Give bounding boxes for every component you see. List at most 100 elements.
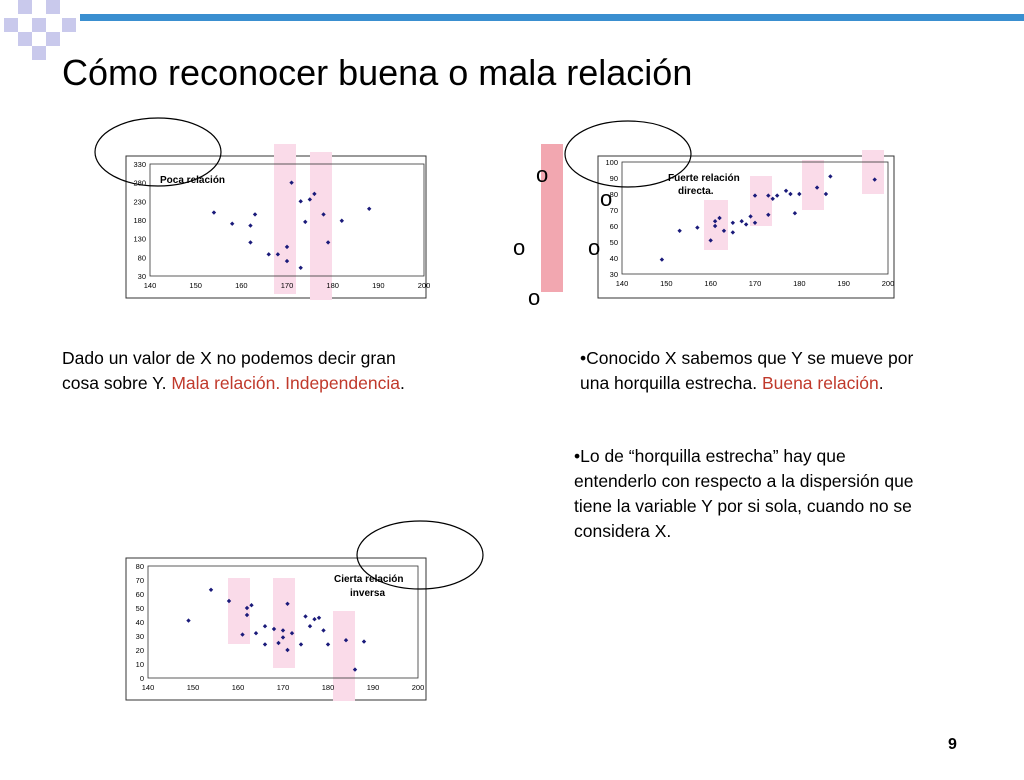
x-tick-label: 200 bbox=[418, 281, 431, 290]
data-point bbox=[316, 615, 322, 620]
data-point bbox=[721, 228, 727, 233]
y-tick-label: 50 bbox=[610, 238, 618, 247]
data-point bbox=[275, 252, 281, 257]
x-tick-label: 150 bbox=[660, 279, 673, 288]
y-tick-label: 10 bbox=[136, 660, 144, 669]
data-point bbox=[285, 601, 290, 606]
data-point bbox=[752, 220, 758, 225]
y-tick-label: 80 bbox=[138, 253, 146, 262]
note-line4: considera X. bbox=[574, 521, 672, 541]
corner-square-6 bbox=[62, 18, 76, 32]
page-number: 9 bbox=[948, 736, 957, 753]
right-text-line2: una horquilla estrecha. bbox=[580, 373, 758, 393]
data-point bbox=[266, 252, 271, 257]
highlight-band bbox=[273, 578, 295, 668]
data-point bbox=[823, 191, 829, 197]
y-tick-label: 80 bbox=[136, 562, 144, 571]
y-tick-label: 60 bbox=[610, 222, 618, 231]
data-point bbox=[814, 185, 820, 190]
highlight-ellipse bbox=[356, 520, 484, 590]
o-marker: o bbox=[600, 186, 613, 211]
left-explanation: Dado un valor de X no podemos decir gran… bbox=[62, 346, 462, 396]
x-tick-label: 190 bbox=[367, 683, 380, 692]
data-point bbox=[298, 199, 303, 204]
data-point bbox=[284, 244, 290, 250]
plot-area bbox=[621, 161, 889, 275]
data-point bbox=[248, 240, 253, 245]
data-point bbox=[783, 188, 789, 193]
y-tick-label: 50 bbox=[136, 604, 144, 613]
x-tick-label: 150 bbox=[189, 281, 202, 290]
data-point bbox=[276, 640, 281, 646]
chart-title-line2: inversa bbox=[350, 588, 385, 599]
note-line1: •Lo de “horquilla estrecha” hay que bbox=[574, 446, 846, 466]
data-point bbox=[230, 221, 235, 226]
corner-square-8 bbox=[46, 32, 60, 46]
scatter-chart-relacion-inversa: Cierta relación inversa 0 10 20 30 40 50 60 70 8… bbox=[125, 557, 427, 701]
scatter-chart-fuerte-relacion: Fuerte relación directa. 30 40 50 60 70 80 90 1… bbox=[597, 150, 895, 299]
y-tick-label: 40 bbox=[136, 618, 144, 627]
data-point bbox=[285, 647, 290, 653]
data-point bbox=[367, 206, 372, 211]
x-tick-label: 140 bbox=[142, 683, 155, 692]
y-tick-label: 70 bbox=[610, 206, 618, 215]
data-point bbox=[307, 197, 313, 202]
highlight-band bbox=[310, 152, 332, 300]
data-point bbox=[303, 219, 308, 225]
y-tick-label: 180 bbox=[133, 216, 146, 225]
data-point bbox=[298, 265, 303, 270]
corner-square-1 bbox=[18, 0, 32, 14]
x-tick-label: 170 bbox=[277, 683, 290, 692]
highlight-band bbox=[750, 176, 772, 226]
x-tick-label: 190 bbox=[837, 279, 850, 288]
highlight-ellipse bbox=[94, 117, 222, 187]
highlight-band bbox=[274, 144, 296, 294]
data-point bbox=[252, 212, 258, 217]
data-point bbox=[770, 196, 775, 201]
y-tick-label: 80 bbox=[610, 190, 618, 199]
y-tick-label: 330 bbox=[133, 160, 146, 169]
chart-title-line1: Cierta relación bbox=[334, 574, 403, 585]
data-point bbox=[717, 215, 722, 221]
chart-title-line2: directa. bbox=[678, 186, 714, 197]
data-point bbox=[244, 605, 250, 611]
data-point bbox=[244, 612, 250, 618]
y-tick-label: 0 bbox=[140, 674, 144, 683]
data-point bbox=[325, 240, 331, 245]
data-point bbox=[659, 257, 665, 262]
x-tick-label: 160 bbox=[232, 683, 245, 692]
data-point bbox=[211, 210, 217, 215]
x-tick-label: 170 bbox=[281, 281, 294, 290]
corner-square-5 bbox=[32, 18, 46, 32]
highlight-band bbox=[541, 144, 563, 292]
y-tick-label: 280 bbox=[133, 179, 146, 188]
corner-square-4 bbox=[4, 18, 18, 32]
note-line2: entenderlo con respecto a la dispersión … bbox=[574, 471, 914, 491]
note-explanation: •Lo de “horquilla estrecha” hay que ente… bbox=[574, 444, 994, 544]
highlight-band bbox=[802, 160, 824, 210]
highlight-band bbox=[862, 150, 884, 194]
data-point bbox=[284, 258, 290, 264]
left-text-highlight: Mala relación. Independencia bbox=[171, 373, 400, 393]
x-tick-label: 180 bbox=[326, 281, 339, 290]
x-tick-label: 140 bbox=[144, 281, 157, 290]
right-text-highlight: Buena relación bbox=[761, 373, 879, 393]
o-marker: o bbox=[588, 235, 601, 260]
data-point bbox=[226, 598, 232, 604]
y-tick-label: 90 bbox=[610, 174, 618, 183]
y-tick-label: 30 bbox=[610, 270, 618, 279]
y-tick-label: 70 bbox=[136, 576, 144, 585]
y-tick-label: 40 bbox=[610, 254, 618, 263]
y-tick-label: 130 bbox=[133, 235, 146, 244]
right-text-end: . bbox=[878, 373, 884, 393]
right-text-line1: •Conocido X sabemos que Y se mueve por bbox=[580, 348, 914, 368]
data-point bbox=[271, 626, 277, 632]
left-text-line2: cosa sobre Y. bbox=[62, 373, 167, 393]
left-text-line1: Dado un valor de X no podemos decir gran bbox=[62, 348, 396, 368]
x-tick-label: 180 bbox=[322, 683, 335, 692]
plot-area bbox=[149, 163, 425, 277]
x-tick-label: 160 bbox=[704, 279, 717, 288]
y-tick-label: 100 bbox=[605, 158, 618, 167]
corner-square-9 bbox=[32, 46, 46, 60]
